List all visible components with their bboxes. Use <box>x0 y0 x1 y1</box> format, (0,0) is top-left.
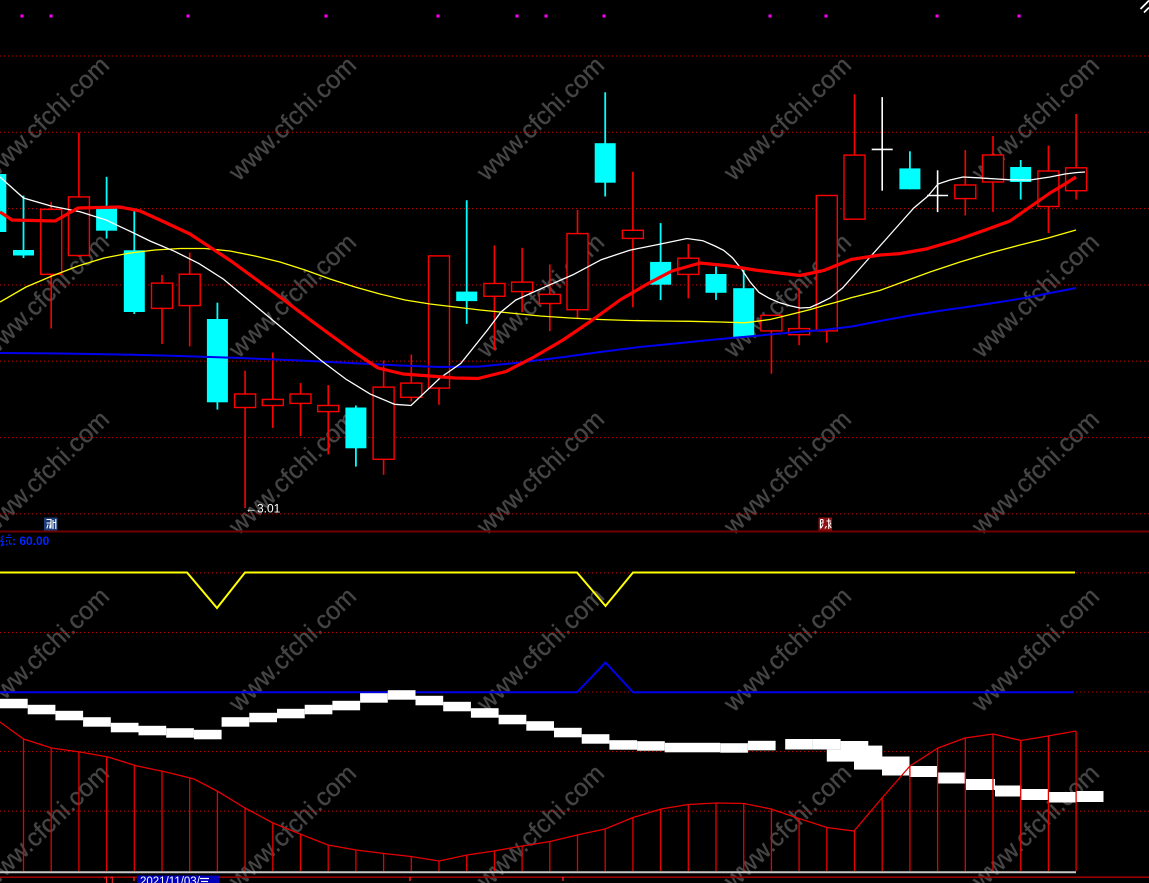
svg-text:←3.01: ←3.01 <box>245 502 281 516</box>
svg-text:2021/11/03/: 2021/11/03/ <box>140 876 201 883</box>
svg-text:: 60.00: : 60.00 <box>12 534 50 548</box>
svg-text:11: 11 <box>103 874 116 883</box>
